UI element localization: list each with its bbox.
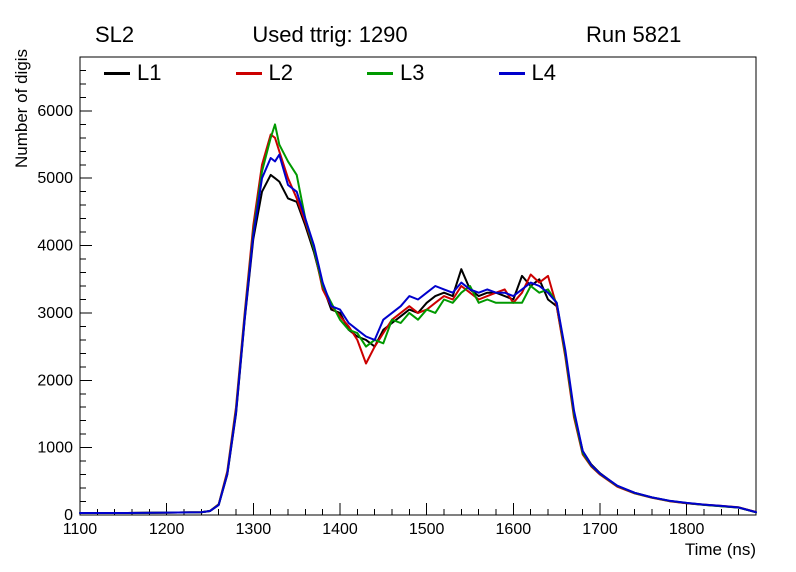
- plot-frame: [79, 56, 757, 516]
- x-tick-label: 1700: [582, 521, 618, 538]
- x-tick-label: 1600: [496, 521, 532, 538]
- y-tick-label: 5000: [37, 170, 73, 187]
- pad-title-left: SL2: [95, 22, 135, 47]
- series-line-l1: [79, 173, 757, 514]
- legend-line-swatch: [367, 71, 393, 75]
- legend-label: L3: [400, 60, 425, 85]
- legend-label: L2: [268, 60, 293, 85]
- legend-line-swatch: [104, 71, 130, 75]
- legend-line-swatch: [498, 71, 525, 75]
- legend-label: L4: [531, 60, 556, 85]
- x-tick-label: 1100: [63, 521, 98, 538]
- x-tick-label: 1800: [669, 521, 705, 538]
- y-tick-label: 6000: [37, 103, 73, 120]
- x-tick-label: 1300: [236, 521, 272, 538]
- series-line-l2: [79, 133, 757, 514]
- run-label: Run 5821: [586, 22, 682, 47]
- x-tick-label: 1200: [149, 521, 185, 538]
- legend-item-l1: L1: [104, 60, 161, 86]
- y-tick-label: 4000: [37, 238, 73, 255]
- x-tick-label: 1500: [409, 521, 445, 538]
- y-tick-label: 1000: [37, 440, 73, 457]
- x-tick-label: 1400: [322, 521, 358, 538]
- x-axis-title: Time (ns): [684, 540, 756, 559]
- y-tick-label: 3000: [37, 305, 73, 322]
- legend: L1 L2 L3 L4: [104, 60, 556, 86]
- legend-item-l3: L3: [367, 60, 424, 86]
- legend-item-l2: L2: [235, 60, 293, 86]
- y-tick-label: 0: [64, 507, 73, 524]
- y-axis-title: Number of digis: [12, 48, 31, 168]
- pad-title-center: Used ttrig: 1290: [252, 22, 408, 47]
- y-tick-label: 2000: [37, 372, 73, 389]
- series-line-l3: [79, 123, 757, 514]
- legend-label: L1: [137, 60, 162, 85]
- series-line-l4: [79, 153, 757, 514]
- legend-item-l4: L4: [498, 60, 556, 86]
- legend-line-swatch: [235, 71, 262, 75]
